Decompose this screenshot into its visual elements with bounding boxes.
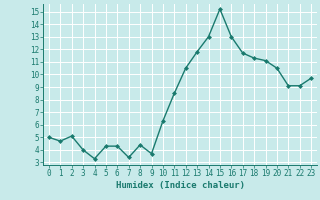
X-axis label: Humidex (Indice chaleur): Humidex (Indice chaleur) [116, 181, 244, 190]
